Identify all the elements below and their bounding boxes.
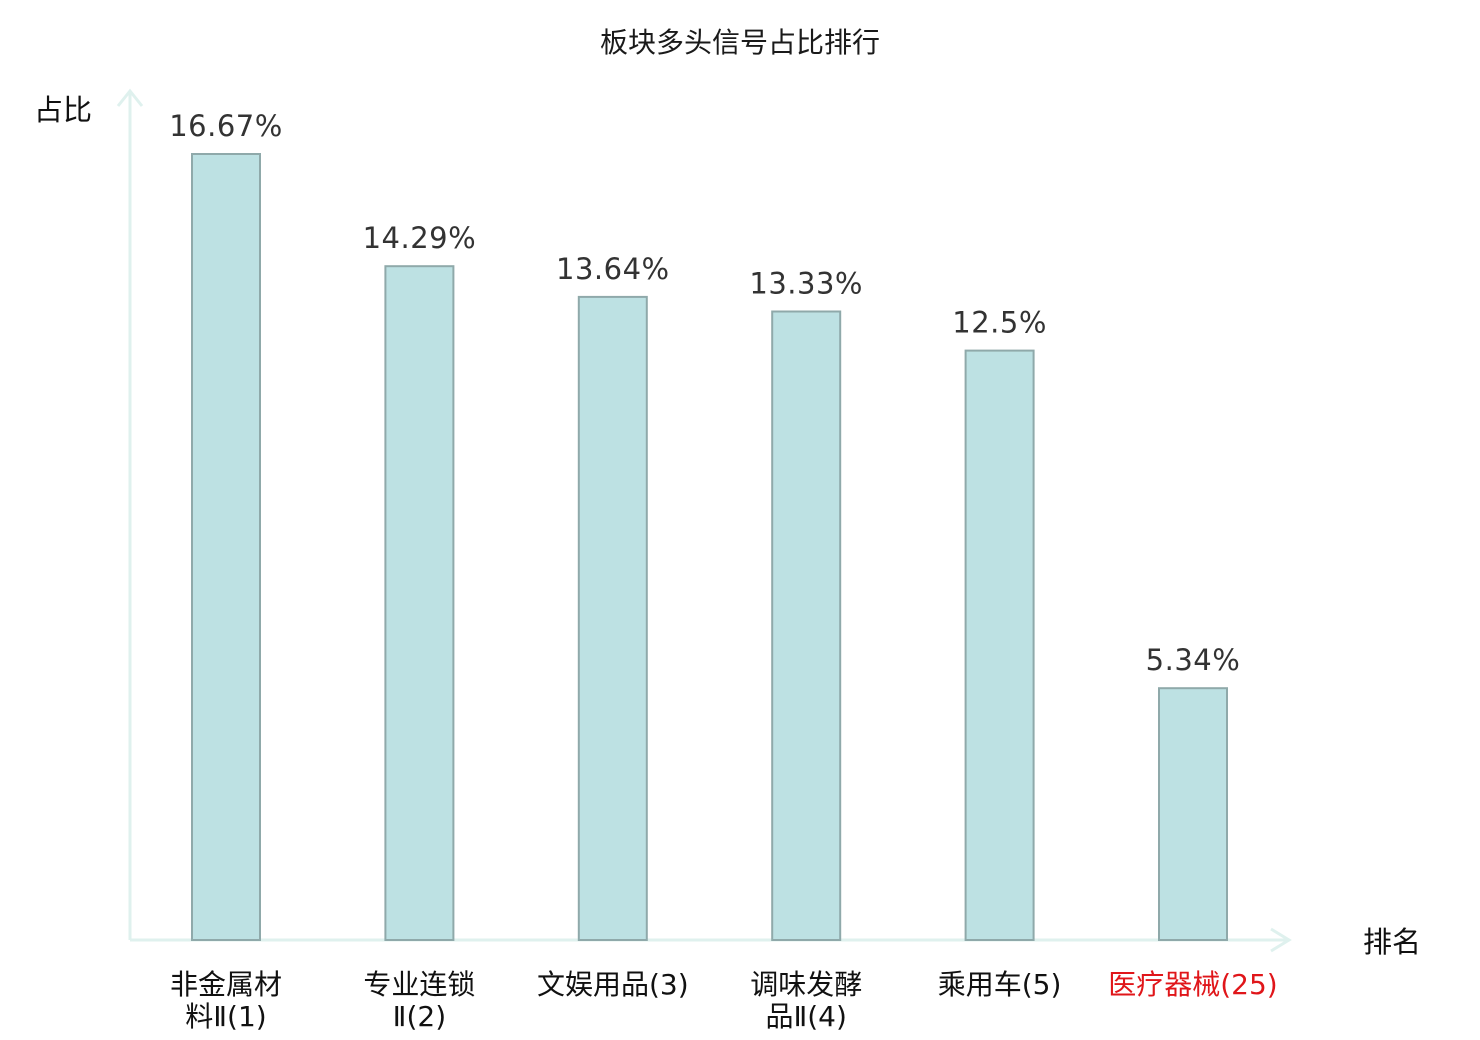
value-label-1: 16.67% <box>169 109 283 143</box>
y-axis-title: 占比 <box>34 93 92 127</box>
category-label-6-line-1: 医疗器械(25) <box>1108 968 1277 1001</box>
category-label-4-line-2: 品Ⅱ(4) <box>765 1000 846 1033</box>
category-label-4-line-1: 调味发酵 <box>750 968 862 1001</box>
x-axis <box>130 927 1292 953</box>
bar-6 <box>1158 687 1228 942</box>
category-label-3-line-1: 文娱用品(3) <box>537 968 689 1001</box>
x-axis-title: 排名 <box>1363 925 1421 959</box>
value-labels-group: 16.67% 14.29% 13.64% 13.33% 12.5% 5.34% <box>169 109 1240 677</box>
bar-2 <box>384 265 455 941</box>
category-label-1-line-2: 料Ⅱ(1) <box>185 1000 266 1033</box>
value-label-2: 14.29% <box>363 221 477 255</box>
value-label-6: 5.34% <box>1146 643 1241 677</box>
category-label-2-line-1: 专业连锁 <box>363 968 475 1001</box>
value-label-4: 13.33% <box>749 267 863 301</box>
value-label-5: 12.5% <box>952 306 1047 340</box>
category-label-2-line-2: Ⅱ(2) <box>393 1000 446 1033</box>
category-label-1-line-1: 非金属材 <box>170 968 282 1001</box>
bar-5 <box>964 349 1035 942</box>
value-label-3: 13.64% <box>556 252 670 286</box>
y-axis <box>116 88 144 940</box>
category-label-5-line-1: 乘用车(5) <box>938 968 1062 1001</box>
bar-3 <box>577 295 648 941</box>
bar-4 <box>771 310 842 941</box>
bars-group <box>191 153 1228 942</box>
chart-title: 板块多头信号占比排行 <box>600 26 880 59</box>
bar-1 <box>191 153 261 941</box>
